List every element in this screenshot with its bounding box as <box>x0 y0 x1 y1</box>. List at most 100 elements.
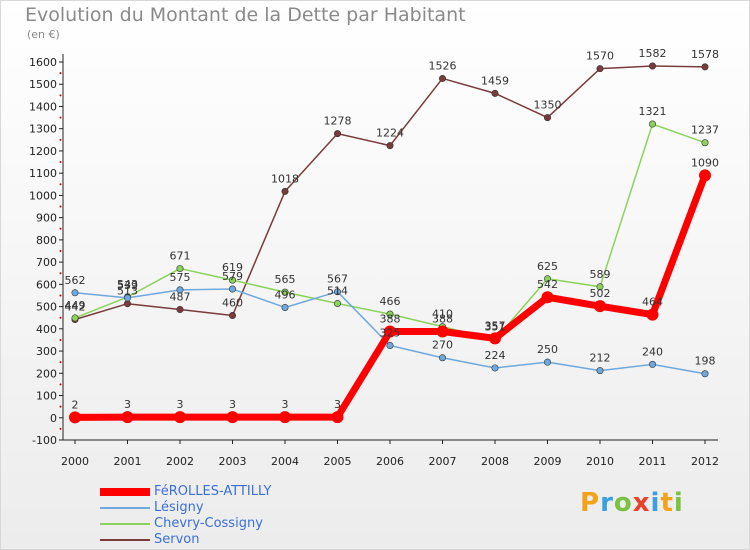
series-point <box>229 311 237 319</box>
x-tick-label: 2001 <box>114 455 142 468</box>
series-point <box>174 411 186 424</box>
y-minor-tick <box>59 116 62 119</box>
chart-title: Evolution du Montant de la Dette par Hab… <box>25 4 466 26</box>
y-tick-label: 700 <box>36 256 57 269</box>
y-tick-label: 100 <box>36 390 57 403</box>
series-point <box>491 89 499 97</box>
data-label: 212 <box>590 352 611 365</box>
proxiti-logo: Proxiti <box>580 488 684 518</box>
data-label: 325 <box>380 327 401 340</box>
series-point <box>438 74 446 82</box>
series-point <box>281 303 289 311</box>
data-label: 575 <box>170 271 191 284</box>
data-label: 270 <box>432 339 453 352</box>
data-label: 250 <box>537 343 558 356</box>
data-label: 1278 <box>324 115 352 128</box>
data-label: 3 <box>229 398 236 411</box>
y-minor-tick <box>59 338 62 341</box>
y-tick-label: 1600 <box>29 56 57 69</box>
data-label: 542 <box>537 278 558 291</box>
data-label: 1578 <box>691 48 719 61</box>
series-point <box>543 358 551 366</box>
y-tick-label: 900 <box>36 212 57 225</box>
series-point <box>491 364 499 372</box>
y-tick-label: 1200 <box>29 145 57 158</box>
x-tick-label: 2000 <box>61 455 89 468</box>
data-label: 1459 <box>481 74 509 87</box>
data-label: 1090 <box>691 156 719 169</box>
data-label: 1224 <box>376 127 404 140</box>
y-tick-label: 1100 <box>29 167 57 180</box>
series-point <box>648 360 656 368</box>
data-label: 487 <box>170 290 191 303</box>
legend-label: Lésigny <box>154 500 204 515</box>
x-tick-label: 2007 <box>429 455 457 468</box>
y-tick-label: 1400 <box>29 100 57 113</box>
data-label: 442 <box>65 300 86 313</box>
x-tick-label: 2012 <box>691 455 719 468</box>
legend-label: Chevry-Cossigny <box>154 516 263 531</box>
series-point <box>226 411 239 424</box>
legend-swatch <box>100 523 150 525</box>
data-label: 1526 <box>429 59 457 72</box>
data-label: 539 <box>117 279 138 292</box>
legend-label: FéROLLES-ATTILLY <box>154 484 272 499</box>
data-label: 3 <box>177 398 184 411</box>
series-point <box>333 130 341 138</box>
data-label: 410 <box>432 308 453 321</box>
series-point <box>124 300 132 308</box>
x-tick-label: 2004 <box>271 455 299 468</box>
y-minor-tick <box>59 405 62 408</box>
series-point <box>596 367 604 375</box>
data-label: 388 <box>380 312 401 325</box>
data-label: 625 <box>537 260 558 273</box>
x-tick-label: 2006 <box>376 455 404 468</box>
data-label: 351 <box>485 321 506 334</box>
series-point <box>384 325 396 338</box>
x-tick-label: 2011 <box>639 455 667 468</box>
y-minor-tick <box>59 72 62 75</box>
data-label: 543 <box>117 278 138 291</box>
y-minor-tick <box>59 138 62 141</box>
series-point <box>386 310 394 318</box>
data-label: 3 <box>334 398 341 411</box>
data-label: 240 <box>642 345 663 358</box>
y-minor-tick <box>59 361 62 364</box>
series-point <box>596 283 604 291</box>
data-label: 1582 <box>639 47 667 60</box>
series-point <box>701 370 709 378</box>
legend-swatch <box>100 488 150 496</box>
y-minor-tick <box>59 250 62 252</box>
series-point <box>229 285 237 293</box>
data-label: 1570 <box>586 50 614 63</box>
series-point <box>386 341 394 349</box>
x-tick-label: 2010 <box>586 455 614 468</box>
series-point <box>69 411 81 424</box>
y-tick-label: 400 <box>36 323 57 336</box>
data-label: 1018 <box>271 172 299 185</box>
series-point <box>176 286 184 294</box>
y-minor-tick <box>59 94 62 97</box>
y-minor-tick <box>59 227 62 230</box>
y-tick-label: 300 <box>36 345 57 358</box>
y-tick-label: 200 <box>36 367 57 380</box>
data-label: 514 <box>327 284 348 297</box>
data-label: 466 <box>380 295 401 308</box>
series-point <box>176 265 184 273</box>
series-point <box>124 294 132 302</box>
series-point <box>281 288 289 296</box>
data-label: 562 <box>65 274 86 287</box>
data-label: 1350 <box>534 99 562 112</box>
series-point <box>541 291 554 304</box>
series-point <box>281 187 289 195</box>
legend-swatch <box>100 539 150 541</box>
y-minor-tick <box>59 294 62 297</box>
data-label: 589 <box>590 268 611 281</box>
data-label: 513 <box>117 285 138 298</box>
data-label: 2 <box>72 398 79 411</box>
data-label: 3 <box>124 398 131 411</box>
series-point <box>333 299 341 307</box>
series-point <box>701 139 709 147</box>
